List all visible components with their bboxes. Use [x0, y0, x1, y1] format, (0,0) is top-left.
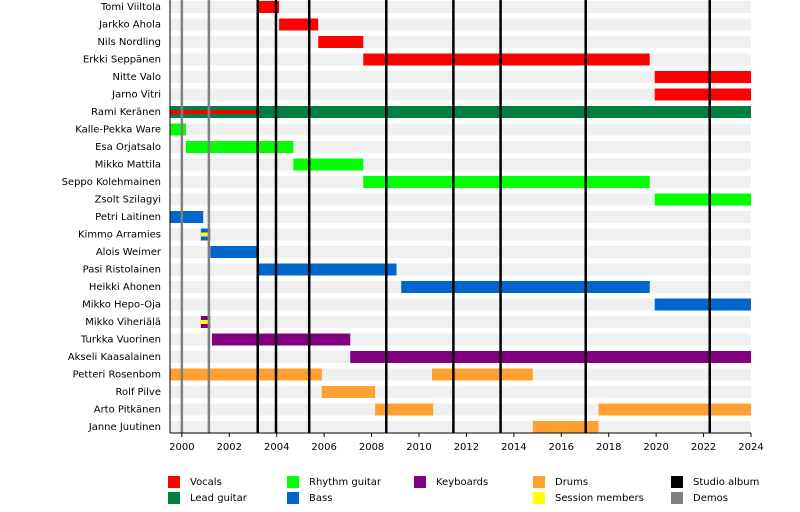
- legend-swatch: [533, 492, 545, 504]
- legend-label: Session members: [555, 493, 644, 504]
- row-band: [170, 1, 751, 13]
- x-tick-label: 2016: [549, 442, 574, 453]
- row-band: [170, 141, 751, 153]
- member-bar: [654, 71, 751, 83]
- x-tick-label: 2002: [217, 442, 242, 453]
- member-bar: [318, 36, 364, 48]
- row-band: [170, 211, 751, 223]
- member-bar: [375, 403, 434, 416]
- legend-swatch: [287, 476, 299, 488]
- legend-swatch: [287, 492, 299, 504]
- member-bar: [185, 141, 294, 153]
- member-name: Erkki Seppänen: [83, 55, 161, 66]
- legend-swatch: [533, 476, 545, 488]
- x-tick-label: 2018: [596, 442, 621, 453]
- member-bar: [170, 123, 186, 136]
- member-bar: [532, 421, 599, 433]
- x-tick-label: 2008: [359, 442, 384, 453]
- member-name: Seppo Kolehmainen: [62, 177, 161, 188]
- member-name: Pasi Ristolainen: [83, 265, 161, 276]
- member-bar: [654, 88, 751, 101]
- member-bar: [654, 193, 751, 206]
- member-bar: [321, 386, 376, 398]
- member-bar: [401, 281, 650, 293]
- x-tick-label: 2020: [643, 442, 668, 453]
- member-bar: [363, 176, 650, 188]
- member-bar: [258, 1, 280, 13]
- member-bar: [170, 368, 322, 381]
- legend-label: Keyboards: [436, 477, 488, 488]
- member-name: Mikko Hepo-Oja: [82, 300, 161, 311]
- legend-swatch: [414, 476, 426, 488]
- member-name: Akseli Kaasalainen: [68, 352, 161, 363]
- row-band: [170, 71, 751, 83]
- member-bar: [654, 298, 751, 311]
- member-bar: [598, 403, 751, 416]
- row-band: [170, 88, 751, 101]
- legend-swatch: [168, 476, 180, 488]
- member-name: Esa Orjatsalo: [95, 142, 161, 153]
- member-name: Petteri Rosenbom: [73, 370, 161, 381]
- member-bar: [293, 158, 364, 171]
- member-bar: [258, 263, 397, 276]
- member-name: Rolf Pilve: [115, 387, 161, 398]
- legend-label: Demos: [693, 493, 728, 504]
- member-bar: [279, 18, 319, 31]
- member-bar: [211, 333, 351, 346]
- row-band: [170, 193, 751, 206]
- x-tick-label: 2000: [169, 442, 194, 453]
- legend-label: Lead guitar: [190, 493, 248, 504]
- row-band: [170, 228, 751, 241]
- legend-label: Rhythm guitar: [309, 477, 382, 488]
- legend-swatch: [671, 492, 683, 504]
- member-name: Kimmo Arramies: [78, 230, 161, 241]
- member-name: Jarno Vitri: [111, 90, 161, 101]
- member-bar: [432, 368, 533, 381]
- legend-label: Drums: [555, 477, 588, 488]
- x-tick-label: 2006: [311, 442, 336, 453]
- member-bar: [200, 232, 211, 237]
- x-tick-label: 2014: [501, 442, 526, 453]
- row-band: [170, 298, 751, 311]
- member-name: Mikko Viheriälä: [85, 317, 161, 328]
- member-name: Janne Juutinen: [88, 422, 161, 433]
- member-bar: [170, 211, 204, 223]
- member-name: Jarkko Ahola: [98, 20, 161, 31]
- legend-label: Bass: [309, 493, 332, 504]
- x-tick-label: 2004: [264, 442, 289, 453]
- member-name: Rami Keränen: [91, 107, 161, 118]
- member-name: Zsolt Szilagyi: [95, 195, 161, 206]
- member-name: Nils Nordling: [97, 37, 161, 48]
- member-name: Nitte Valo: [112, 72, 161, 83]
- member-bar: [170, 110, 259, 114]
- x-tick-label: 2022: [691, 442, 716, 453]
- member-name: Petri Laitinen: [95, 212, 161, 223]
- member-name: Tomi Viiltola: [100, 2, 161, 13]
- legend-label: Vocals: [190, 477, 222, 488]
- member-bar: [350, 351, 751, 363]
- legend-swatch: [671, 476, 683, 488]
- row-band: [170, 123, 751, 136]
- member-name: Mikko Mattila: [95, 160, 161, 171]
- member-name: Turkka Vuorinen: [80, 335, 161, 346]
- x-tick-label: 2010: [406, 442, 431, 453]
- member-name: Arto Pitkänen: [94, 405, 161, 416]
- x-tick-label: 2012: [454, 442, 479, 453]
- row-band: [170, 36, 751, 48]
- member-name: Heikki Ahonen: [89, 282, 161, 293]
- legend-swatch: [168, 492, 180, 504]
- member-bar: [363, 53, 650, 66]
- member-bar: [170, 106, 751, 118]
- member-bar: [200, 320, 211, 324]
- legend-label: Studio album: [693, 477, 759, 488]
- member-name: Alois Weimer: [96, 247, 162, 258]
- row-band: [170, 316, 751, 328]
- row-band: [170, 386, 751, 398]
- member-name: Kalle-Pekka Ware: [75, 125, 161, 136]
- member-bar: [210, 246, 259, 258]
- row-band: [170, 246, 751, 258]
- row-band: [170, 421, 751, 433]
- x-tick-label: 2024: [738, 442, 763, 453]
